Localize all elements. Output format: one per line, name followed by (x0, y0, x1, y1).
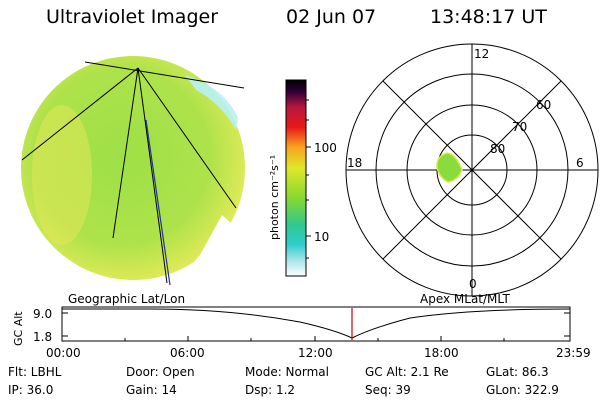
info-gc-alt: GC Alt: 2.1 Re (365, 365, 449, 379)
x-tick-0600: 06:00 (170, 346, 205, 360)
polar-mlt-plot (345, 43, 599, 297)
header-date: 02 Jun 07 (286, 6, 377, 28)
uv-disk-image (21, 56, 250, 290)
mlt-label-12: 12 (474, 47, 490, 61)
timeline-axis-label: GC Alt (12, 311, 25, 346)
mlt-label-18: 18 (347, 156, 363, 170)
geo-grid-lines (21, 61, 245, 284)
info-ip: IP: 36.0 (8, 383, 54, 397)
info-glon: GLon: 322.9 (486, 383, 559, 397)
info-gain: Gain: 14 (126, 383, 177, 397)
header-time: 13:48:17 UT (430, 6, 547, 28)
lat-label-70: 70 (512, 120, 528, 134)
auroral-spot (436, 152, 463, 183)
timeline-left-title: Geographic Lat/Lon (68, 292, 186, 306)
instrument-title: Ultraviolet Imager (46, 6, 219, 28)
x-tick-2359: 23:59 (556, 346, 591, 360)
info-mode: Mode: Normal (245, 365, 329, 379)
colorbar (285, 79, 311, 277)
timeline-right-title: Apex MLat/MLT (420, 292, 510, 306)
meridian-line-blue (145, 119, 171, 286)
y-tick-1-8: 1.8 (33, 330, 53, 344)
colorbar-unit-label: photon cm⁻²s⁻¹ (268, 154, 281, 240)
info-seq: Seq: 39 (365, 383, 411, 397)
y-tick-9: 9.0 (33, 307, 53, 321)
mlt-label-0: 0 (469, 277, 477, 291)
info-filter: Flt: LBHL (8, 365, 62, 379)
x-tick-1200: 12:00 (298, 346, 333, 360)
x-tick-0000: 00:00 (46, 346, 81, 360)
lat-label-80: 80 (490, 142, 506, 156)
info-door: Door: Open (126, 365, 195, 379)
x-tick-1800: 18:00 (424, 346, 459, 360)
lat-label-60: 60 (536, 98, 552, 112)
info-glat: GLat: 86.3 (486, 365, 549, 379)
timeline-panel (61, 306, 571, 342)
info-dsp: Dsp: 1.2 (245, 383, 296, 397)
colorbar-tick-100: 100 (314, 141, 337, 155)
colorbar-tick-10: 10 (314, 230, 330, 244)
mlt-label-6: 6 (576, 156, 584, 170)
